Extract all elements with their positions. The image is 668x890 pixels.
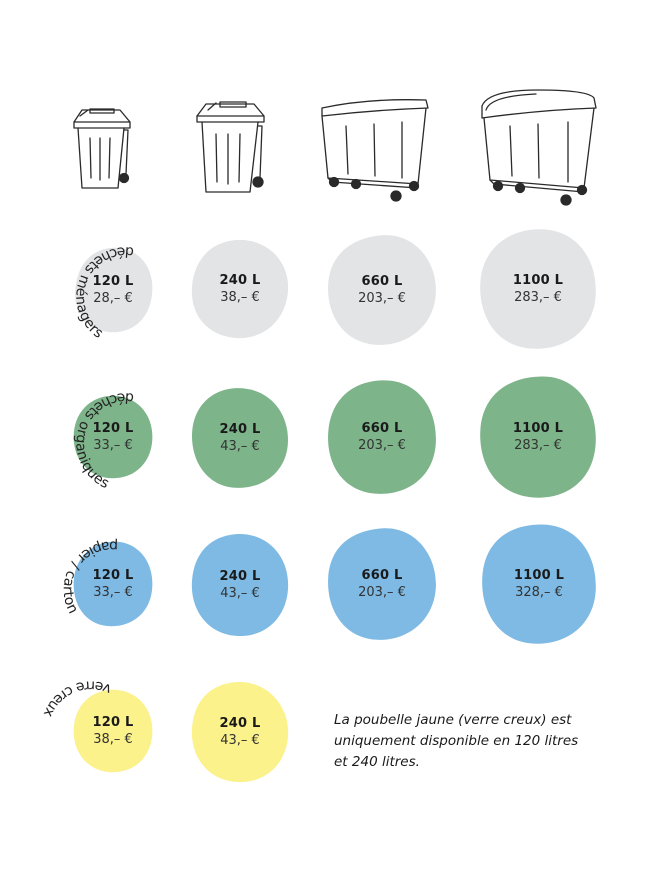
blob-shape	[191, 239, 289, 339]
svg-text:déchets ménagers: déchets ménagers	[72, 243, 134, 342]
price-blob: 660 L 203,– €	[326, 526, 438, 642]
svg-text:papier / carton: papier / carton	[60, 538, 119, 617]
volume-label: 120 L	[92, 274, 134, 289]
volume-label: 240 L	[219, 716, 261, 731]
container-1100-icon	[480, 88, 600, 210]
price-blob: 1100 L 283,– €	[478, 227, 598, 351]
price-label: 43,– €	[220, 439, 260, 454]
price-blob: 120 L 28,– €	[72, 246, 154, 334]
price-blob: 660 L 203,– €	[326, 378, 438, 496]
price-blob: 660 L 203,– €	[326, 233, 438, 347]
category-label-organiques: déchets organiques	[72, 389, 134, 492]
price-blob: 240 L 43,– €	[190, 532, 290, 638]
price-label: 43,– €	[220, 733, 260, 748]
blob-shape	[191, 533, 289, 637]
price-blob: 240 L 43,– €	[190, 386, 290, 490]
price-blob: 1100 L 283,– €	[478, 374, 598, 500]
blob-shape	[480, 376, 596, 498]
blob-shape	[482, 524, 596, 644]
price-blob: 120 L 38,– €	[72, 688, 154, 774]
volume-label: 1100 L	[512, 273, 564, 288]
volume-label: 1100 L	[513, 568, 565, 583]
volume-label: 120 L	[92, 715, 134, 730]
volume-label: 240 L	[219, 422, 261, 437]
svg-text:verre creux: verre creux	[40, 677, 114, 719]
price-label: 38,– €	[220, 290, 260, 305]
container-660-icon	[318, 96, 432, 206]
price-label: 33,– €	[93, 585, 133, 600]
price-label: 43,– €	[220, 586, 260, 601]
price-label: 203,– €	[358, 438, 406, 453]
price-blob: 120 L 33,– €	[72, 540, 154, 628]
volume-label: 660 L	[361, 274, 403, 289]
price-label: 33,– €	[93, 438, 133, 453]
volume-label: 660 L	[361, 421, 403, 436]
availability-note: La poubelle jaune (verre creux) est uniq…	[334, 712, 579, 770]
blob-shape	[328, 380, 436, 494]
price-blob: 240 L 38,– €	[190, 238, 290, 340]
bin-240-icon	[194, 100, 268, 198]
price-blob: 1100 L 328,– €	[480, 522, 598, 646]
bin-120-icon	[70, 104, 134, 196]
price-label: 203,– €	[358, 585, 406, 600]
price-label: 28,– €	[93, 291, 133, 306]
blob-shape	[73, 541, 153, 627]
category-label-menagers: déchets ménagers	[72, 243, 134, 342]
price-blob: 240 L 43,– €	[190, 680, 290, 784]
category-label-text: déchets organiques	[72, 389, 134, 492]
category-label-papier: papier / carton	[60, 538, 119, 617]
volume-label: 660 L	[361, 568, 403, 583]
blob-shape	[328, 235, 436, 345]
price-label: 38,– €	[93, 732, 133, 747]
category-label-text: verre creux	[40, 677, 113, 719]
category-label-verre: verre creux	[40, 677, 114, 719]
price-label: 283,– €	[514, 290, 562, 305]
blob-shape	[75, 247, 153, 333]
volume-label: 240 L	[219, 273, 261, 288]
category-label-text: déchets ménagers	[72, 243, 134, 342]
price-label: 328,– €	[515, 585, 563, 600]
volume-label: 120 L	[92, 568, 134, 583]
blob-shape	[328, 528, 436, 640]
volume-label: 120 L	[92, 421, 134, 436]
svg-text:déchets organiques: déchets organiques	[72, 389, 134, 492]
volume-label: 240 L	[219, 569, 261, 584]
blob-shape	[480, 229, 596, 349]
volume-label: 1100 L	[512, 421, 564, 436]
category-label-text: papier / carton	[60, 538, 118, 617]
price-label: 203,– €	[358, 291, 406, 306]
blob-shape	[73, 689, 153, 773]
price-blob: 120 L 33,– €	[72, 394, 154, 480]
blob-shape	[191, 681, 289, 783]
price-label: 283,– €	[514, 438, 562, 453]
blob-shape	[73, 395, 153, 479]
blob-shape	[192, 388, 288, 488]
